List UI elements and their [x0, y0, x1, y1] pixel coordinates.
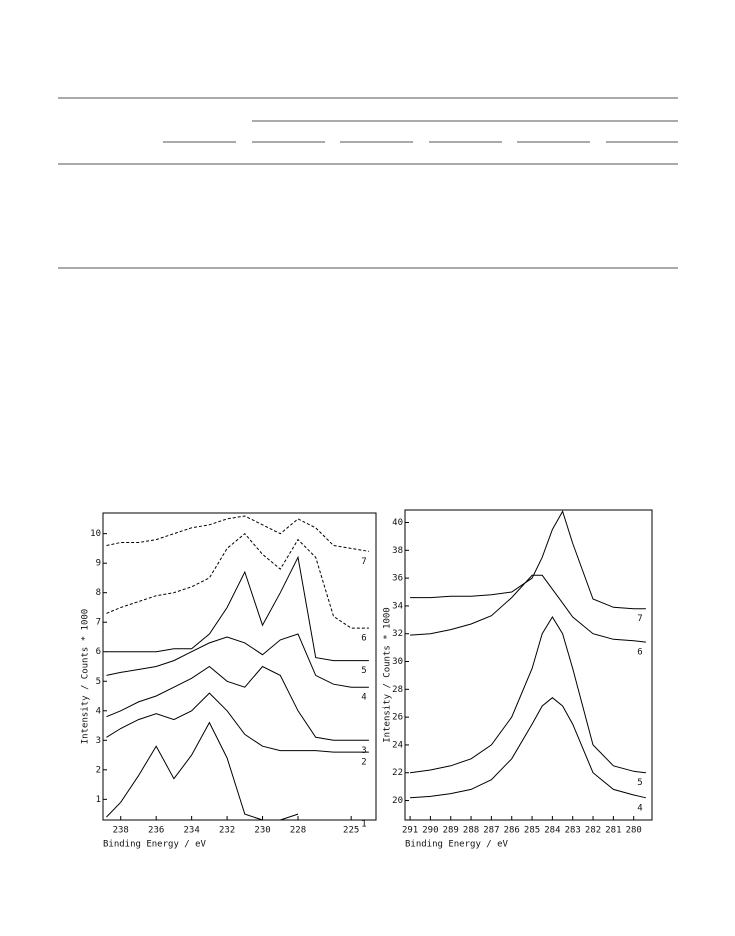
curve-label: 7	[637, 614, 642, 624]
y-tick-label: 30	[392, 657, 403, 667]
y-tick-label: 10	[90, 529, 101, 539]
y-tick-label: 4	[96, 706, 101, 716]
y-tick-label: 1	[96, 795, 101, 805]
x-tick-label: 285	[524, 826, 540, 836]
y-tick-label: 5	[96, 677, 101, 687]
x-tick-label: 284	[544, 826, 560, 836]
y-tick-label: 7	[96, 618, 101, 628]
curve-label: 6	[361, 634, 366, 644]
x-tick-label: 238	[113, 826, 129, 836]
curve-label: 7	[361, 557, 366, 567]
x-tick-label: 280	[626, 826, 642, 836]
y-tick-label: 8	[96, 588, 101, 598]
y-tick-label: 6	[96, 647, 101, 657]
x-tick-label: 290	[422, 826, 438, 836]
x-tick-label: 287	[483, 826, 499, 836]
x-tick-label: 230	[254, 826, 270, 836]
x-tick-label: 289	[443, 826, 459, 836]
x-axis-label: Binding Energy / eV	[405, 840, 509, 850]
curve-label: 5	[361, 666, 366, 676]
empty-table	[58, 97, 678, 269]
x-tick-label: 281	[605, 826, 621, 836]
curve-label: 2	[361, 758, 366, 768]
curve-label: 4	[637, 803, 642, 813]
y-tick-label: 28	[392, 685, 403, 695]
curve-label: 4	[361, 693, 366, 703]
x-tick-label: 288	[463, 826, 479, 836]
spectrum-line	[106, 533, 369, 629]
plot-frame	[404, 509, 653, 821]
spectrum-line	[106, 515, 369, 552]
curve-label: 1	[361, 820, 366, 830]
y-tick-label: 22	[392, 768, 403, 778]
y-tick-label: 36	[392, 574, 403, 584]
y-tick-label: 34	[392, 601, 403, 611]
x-tick-label: 225	[343, 826, 359, 836]
x-tick-label: 232	[219, 826, 235, 836]
y-tick-label: 40	[392, 518, 403, 528]
y-tick-label: 20	[392, 796, 403, 806]
x-tick-label: 291	[402, 826, 418, 836]
y-axis-label: Intensity / Counts * 1000	[81, 609, 91, 744]
spectrum-line	[410, 616, 646, 774]
y-tick-label: 26	[392, 713, 403, 723]
spectrum-line	[106, 721, 299, 821]
x-axis-label: Binding Energy / eV	[103, 840, 207, 850]
x-tick-label: 236	[148, 826, 164, 836]
x-tick-label: 234	[184, 826, 200, 836]
curve-label: 6	[637, 648, 642, 658]
spectrum-line	[410, 574, 646, 643]
x-tick-label: 228	[290, 826, 306, 836]
spectrum-line	[106, 555, 369, 662]
y-tick-label: 3	[96, 736, 101, 746]
spectrum-line	[410, 510, 646, 610]
y-tick-label: 32	[392, 629, 403, 639]
y-axis-label: Intensity / Counts * 1000	[383, 607, 393, 742]
y-tick-label: 9	[96, 559, 101, 569]
x-tick-label: 282	[585, 826, 601, 836]
x-tick-label: 286	[504, 826, 520, 836]
curve-label: 5	[637, 778, 642, 788]
y-tick-label: 38	[392, 546, 403, 556]
curve-label: 3	[361, 746, 366, 756]
plot-frame	[102, 512, 377, 821]
spectrum-line	[106, 665, 369, 741]
y-tick-label: 24	[392, 740, 403, 750]
spectrum-line	[106, 692, 369, 753]
y-tick-label: 2	[96, 765, 101, 775]
spectrum-line	[410, 697, 647, 799]
x-tick-label: 283	[565, 826, 581, 836]
spectrum-line	[106, 633, 369, 688]
